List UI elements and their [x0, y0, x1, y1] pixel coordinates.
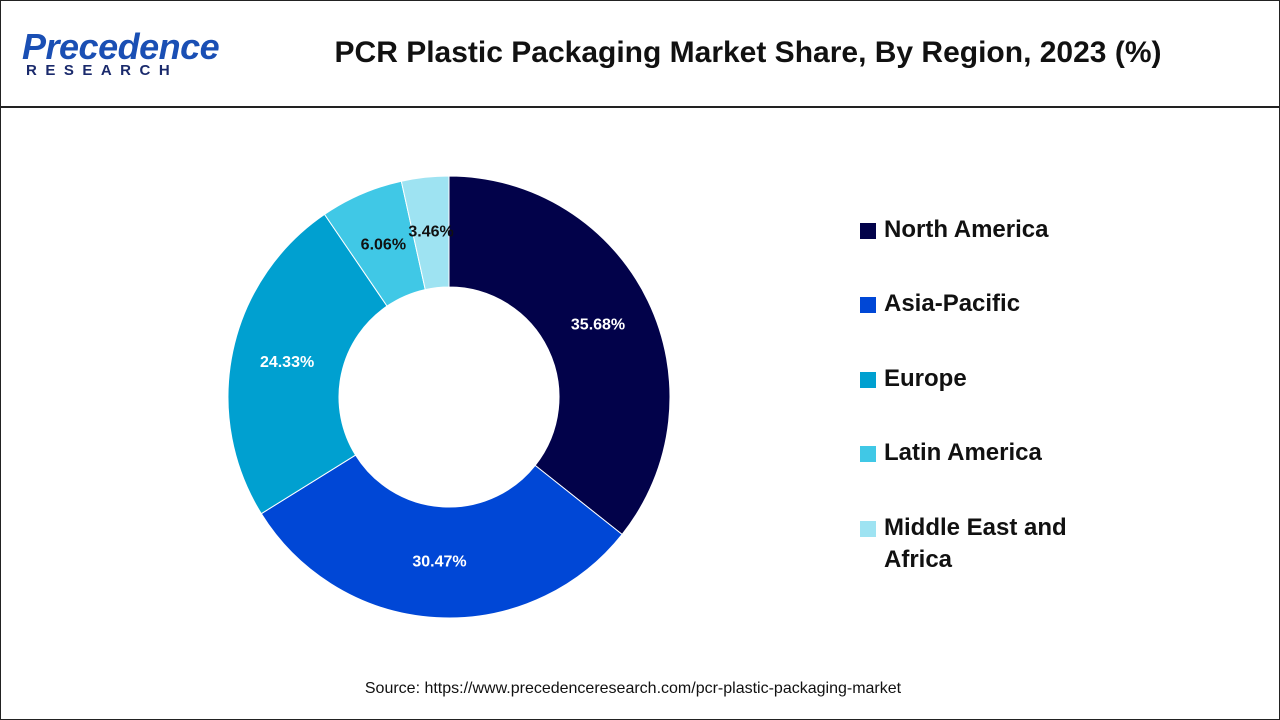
- donut-slice: [400, 175, 450, 291]
- legend-label: Latin America: [884, 439, 1042, 466]
- header-divider: [0, 106, 1280, 108]
- legend-label: Europe: [884, 365, 967, 392]
- value-label: 3.46%: [408, 224, 453, 241]
- value-label: 35.68%: [571, 316, 625, 333]
- legend-swatch: [860, 297, 876, 313]
- logo-name: Precedence: [22, 26, 220, 67]
- legend-label: North America: [884, 216, 1049, 243]
- legend-swatch: [860, 446, 876, 462]
- legend-swatch: [860, 223, 876, 239]
- donut-slice: [448, 175, 671, 536]
- legend-swatch: [860, 521, 876, 537]
- legend-label: Asia-Pacific: [884, 290, 1021, 317]
- value-label: 24.33%: [260, 354, 314, 371]
- donut-slice: [260, 454, 623, 619]
- value-label: 6.06%: [361, 236, 406, 253]
- source: Source: https://www.precedenceresearch.c…: [364, 680, 902, 697]
- chart-title: PCR Plastic Packaging Market Share, By R…: [334, 36, 1162, 69]
- legend-swatch: [860, 372, 876, 388]
- donut-slice: [227, 213, 388, 515]
- legend-label: Middle East and Africa: [884, 514, 1067, 573]
- value-label: 30.47%: [412, 553, 466, 570]
- logo-tagline: RESEARCH: [26, 62, 179, 79]
